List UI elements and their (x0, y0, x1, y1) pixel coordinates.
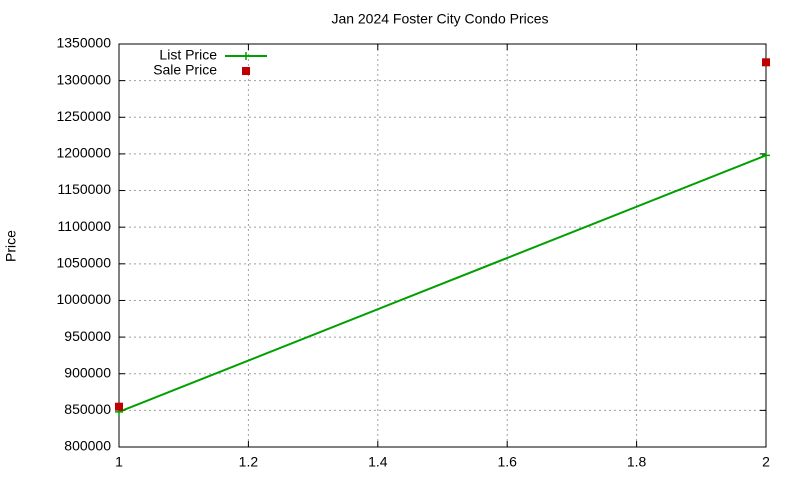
x-tick-label: 1.4 (368, 454, 388, 470)
y-tick-label: 1050000 (56, 255, 111, 271)
y-tick-label: 800000 (64, 438, 111, 454)
y-tick-label: 1350000 (56, 35, 111, 51)
y-tick-label: 950000 (64, 328, 111, 344)
y-tick-label: 1250000 (56, 108, 111, 124)
y-axis-label: Price (3, 230, 19, 262)
chart-title: Jan 2024 Foster City Condo Prices (331, 11, 548, 27)
legend-label: Sale Price (153, 62, 217, 78)
y-tick-label: 1150000 (58, 181, 112, 197)
y-tick-label: 900000 (64, 364, 111, 380)
x-tick-label: 1.8 (627, 454, 647, 470)
x-tick-label: 1 (115, 454, 123, 470)
plot-border (118, 43, 767, 448)
y-tick-label: 1100000 (58, 218, 112, 234)
y-tick-label: 850000 (64, 401, 111, 417)
data-point (115, 402, 123, 411)
x-tick-label: 1.6 (497, 454, 517, 470)
x-tick-label: 1.2 (239, 454, 259, 470)
y-tick-label: 1200000 (56, 145, 111, 161)
data-point (762, 151, 770, 160)
y-tick-label: 1000000 (56, 291, 111, 307)
legend-swatch (242, 67, 250, 75)
legend-swatch (242, 52, 250, 60)
x-tick-label: 2 (762, 454, 770, 470)
legend-label: List Price (159, 47, 217, 63)
data-point (762, 58, 770, 67)
data-line (118, 154, 767, 413)
y-tick-label: 1300000 (56, 71, 111, 87)
